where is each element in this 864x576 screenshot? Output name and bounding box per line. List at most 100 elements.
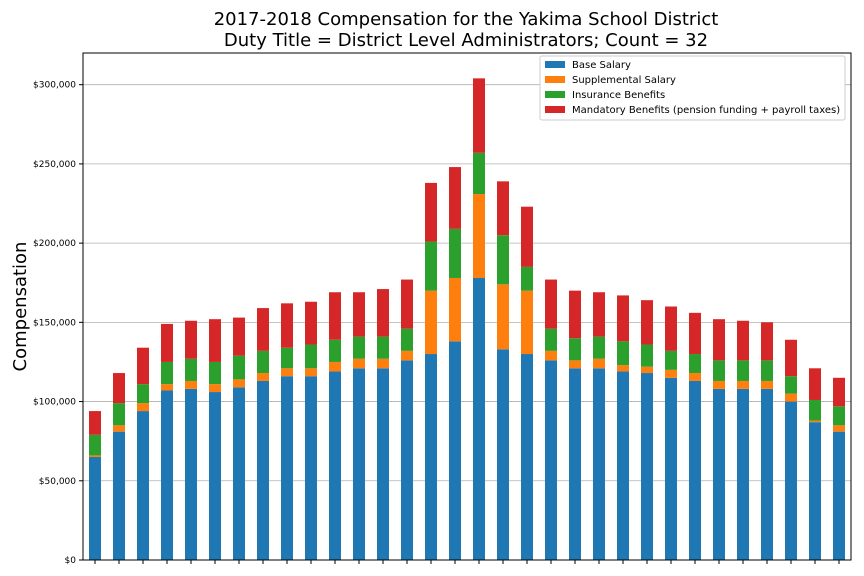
bar-segment-4 [473,78,485,153]
bar-segment-3 [569,338,581,361]
bar-segment-4 [209,319,221,362]
bar-segment-3 [761,360,773,381]
chart-title-line-1: 2017-2018 Compensation for the Yakima Sc… [213,9,719,30]
bar-segment-1 [425,354,437,560]
y-tick-label: $200,000 [33,239,76,249]
bar-segment-3 [713,360,725,381]
bar-segment-2 [785,393,797,402]
bar-segment-4 [809,368,821,400]
bar-segment-3 [449,228,461,278]
bar-segment-1 [497,349,509,560]
chart-title-line-2: Duty Title = District Level Administrato… [223,30,709,51]
bar-segment-1 [401,360,413,560]
legend-swatch [545,61,565,68]
bar-segment-1 [113,431,125,560]
bar-segment-4 [305,301,317,345]
bar-segment-3 [689,354,701,374]
bar-segment-1 [737,388,749,560]
bar-segment-2 [185,380,197,389]
bar-segment-4 [449,167,461,229]
bar-segment-1 [593,368,605,560]
bar-segment-1 [665,377,677,560]
bar-segment-2 [641,366,653,374]
bar-segment-2 [353,358,365,369]
bar-segment-2 [209,384,221,393]
bar-segment-3 [377,336,389,359]
bar-segment-3 [281,347,293,369]
bar-segment-1 [617,371,629,560]
bar-segment-2 [617,365,629,372]
bar-segment-2 [593,358,605,369]
bar-segment-3 [473,152,485,195]
bar-segment-4 [593,292,605,337]
bar-segment-2 [761,380,773,389]
bar-segment-1 [257,380,269,560]
bar-segment-3 [545,328,557,351]
bar-segment-3 [233,355,245,380]
bar-segment-3 [137,384,149,404]
bar-segment-3 [257,350,269,374]
legend-entry: Insurance Benefits [572,90,665,101]
plot-frame [82,52,852,561]
bar-segment-4 [329,292,341,340]
bar-segment-2 [521,290,533,355]
bar-segment-3 [425,241,437,291]
bar-segment-4 [161,323,173,362]
bar-segment-2 [569,360,581,369]
y-axis-label: Compensation [10,242,31,372]
bar-segment-1 [473,277,485,560]
legend-box [539,55,846,121]
bar-segment-4 [113,373,125,404]
y-tick-label: $50,000 [39,477,76,487]
bar-segment-3 [833,406,845,426]
bar-segment-1 [353,368,365,560]
bar-segment-2 [161,384,173,391]
bar-segment-4 [353,292,365,337]
bar-segment-3 [353,336,365,359]
bar-segment-4 [665,306,677,351]
legend-swatch [545,106,565,113]
bar-segment-4 [89,411,101,435]
bar-segment-3 [785,376,797,394]
bar-segment-3 [401,328,413,351]
bar-segment-1 [89,457,101,560]
bar-segment-3 [593,336,605,359]
bar-segment-1 [185,388,197,560]
bar-segment-3 [89,434,101,456]
y-tick-label: $150,000 [33,318,76,328]
bar-segment-2 [329,361,341,372]
bar-segment-2 [689,373,701,381]
bar-segment-1 [713,388,725,560]
gridlines [83,84,851,561]
bar-segment-4 [617,295,629,342]
bar-segment-2 [473,194,485,278]
bar-segment-3 [113,403,125,426]
bar-segment-2 [281,368,293,377]
bar-segment-2 [425,290,437,355]
bar-segment-2 [89,455,101,458]
bar-segment-2 [233,379,245,388]
bar-segment-2 [545,350,557,361]
bar-segment-3 [497,235,509,285]
bar-segment-2 [665,369,677,378]
bar-segment-1 [545,360,557,560]
bar-segment-4 [425,182,437,242]
bar-segment-3 [641,344,653,367]
bar-segment-2 [305,368,317,377]
bar-segment-1 [161,390,173,560]
bar-segment-1 [305,376,317,560]
legend: Base Salary Supplemental Salary Insurance … [539,55,846,121]
bar-segment-4 [497,181,509,236]
bar-segment-4 [569,290,581,339]
bar-segment-4 [641,300,653,345]
bar-segment-4 [257,308,269,351]
y-tick-label: $300,000 [33,81,76,91]
bar-segment-1 [785,401,797,560]
bar-segment-1 [137,411,149,560]
bar-segment-4 [737,320,749,361]
legend-swatch [545,91,565,98]
bar-segment-1 [209,392,221,560]
bar-segment-1 [329,371,341,560]
legend-entry: Mandatory Benefits (pension funding + pa… [572,105,840,116]
